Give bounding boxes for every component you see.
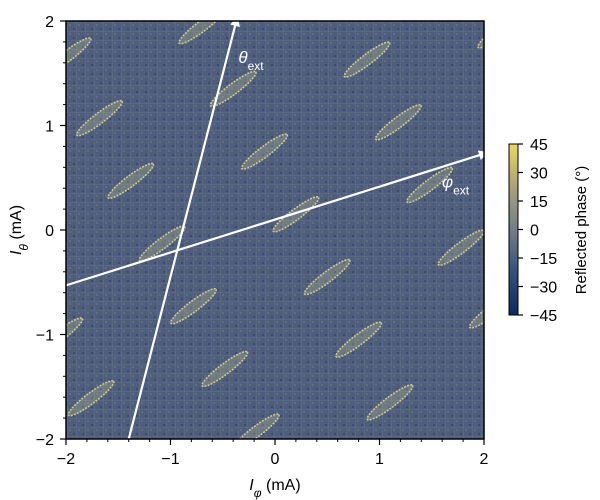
phase-ellipse-fill bbox=[66, 37, 91, 73]
x-tick-label: 1 bbox=[375, 451, 384, 468]
arrow-phi bbox=[65, 150, 489, 287]
phase-ellipse-fill bbox=[375, 104, 422, 140]
arrow-label-theta: θext bbox=[238, 48, 264, 73]
feature-layer bbox=[3, 21, 549, 439]
colorbar-tick-label: 45 bbox=[530, 137, 548, 154]
phase-ellipse-fill bbox=[210, 71, 256, 107]
phase-ellipse bbox=[3, 252, 54, 294]
arrow-layer: θext φext bbox=[65, 16, 489, 440]
plot-texture bbox=[66, 21, 484, 439]
phase-ellipse-fill bbox=[76, 100, 123, 136]
phase-ellipse-fill bbox=[304, 259, 351, 295]
y-tick-label: 0 bbox=[45, 223, 54, 240]
phase-ellipse bbox=[366, 384, 414, 421]
phase-ellipse bbox=[468, 292, 484, 329]
phase-ellipse bbox=[343, 41, 391, 78]
phase-ellipse-fill bbox=[179, 21, 225, 44]
colorbar-label: Reflected phase (°) bbox=[573, 166, 590, 295]
phase-ellipse bbox=[272, 196, 320, 233]
phase-ellipse bbox=[66, 37, 92, 74]
phase-ellipse bbox=[209, 70, 257, 108]
phase-ellipse bbox=[374, 104, 422, 141]
colorbar-tick-label: −15 bbox=[530, 251, 557, 268]
arrow-label-phi: φext bbox=[442, 173, 470, 198]
phase-ellipse-fill bbox=[498, 352, 549, 394]
phase-ellipse bbox=[67, 379, 115, 417]
colorbar-tick-label: −45 bbox=[530, 308, 557, 325]
phase-ellipse-fill bbox=[202, 351, 248, 387]
x-axis: −2 −1 0 1 2 bbox=[57, 439, 489, 468]
y-tick-label: 1 bbox=[45, 119, 54, 136]
phase-ellipse-fill bbox=[273, 196, 319, 232]
phase-ellipse-fill bbox=[108, 163, 154, 199]
colorbar: 45 30 15 0 −15 −30 −45 Reflected phase (°) bbox=[508, 137, 590, 325]
phase-ellipse-fill bbox=[241, 134, 288, 170]
plot-area: θext φext bbox=[3, 16, 549, 440]
phase-ellipse-fill bbox=[344, 42, 390, 78]
phase-ellipse bbox=[303, 258, 351, 296]
x-axis-label: Iφ (mA) bbox=[249, 477, 300, 500]
phase-ellipse bbox=[178, 21, 226, 45]
colorbar-tick-label: 30 bbox=[530, 166, 548, 183]
phase-ellipse-fill bbox=[367, 384, 413, 420]
phase-ellipse bbox=[498, 352, 549, 394]
y-tick-label: −2 bbox=[36, 432, 54, 449]
phase-ellipse bbox=[240, 133, 289, 170]
phase-ellipse bbox=[335, 321, 383, 359]
phase-ellipse-fill bbox=[438, 230, 484, 266]
phase-ellipse-fill bbox=[170, 288, 217, 324]
y-axis-label: Iθ (mA) bbox=[8, 205, 31, 255]
phase-ellipse bbox=[477, 21, 484, 49]
colorbar-tick-label: −30 bbox=[530, 280, 557, 297]
phase-ellipse bbox=[75, 99, 123, 137]
phase-ellipse-fill bbox=[335, 322, 382, 358]
colorbar-gradient bbox=[508, 143, 519, 316]
phase-ellipse-fill bbox=[66, 318, 83, 354]
phase-ellipse bbox=[66, 317, 84, 354]
colorbar-tick-label: 0 bbox=[530, 223, 539, 240]
phase-ellipse bbox=[232, 413, 280, 439]
phase-ellipse-fill bbox=[139, 226, 185, 262]
phase-ellipse-fill bbox=[233, 414, 279, 439]
phase-ellipse-fill bbox=[469, 292, 484, 328]
x-tick-label: −1 bbox=[161, 451, 179, 468]
y-axis: −2 −1 0 1 2 bbox=[36, 14, 66, 449]
phase-ellipse-fill bbox=[68, 380, 114, 416]
phase-ellipse-fill bbox=[3, 252, 54, 294]
x-tick-label: 2 bbox=[480, 451, 489, 468]
y-tick-label: 2 bbox=[45, 14, 54, 31]
x-tick-label: 0 bbox=[271, 451, 280, 468]
y-tick-label: −1 bbox=[36, 328, 54, 345]
colorbar-ticks: 45 30 15 0 −15 −30 −45 bbox=[518, 137, 557, 325]
phase-ellipse-fill bbox=[406, 167, 453, 203]
arrow-theta bbox=[127, 16, 240, 440]
colorbar-tick-label: 15 bbox=[530, 194, 548, 211]
x-tick-label: −2 bbox=[57, 451, 75, 468]
